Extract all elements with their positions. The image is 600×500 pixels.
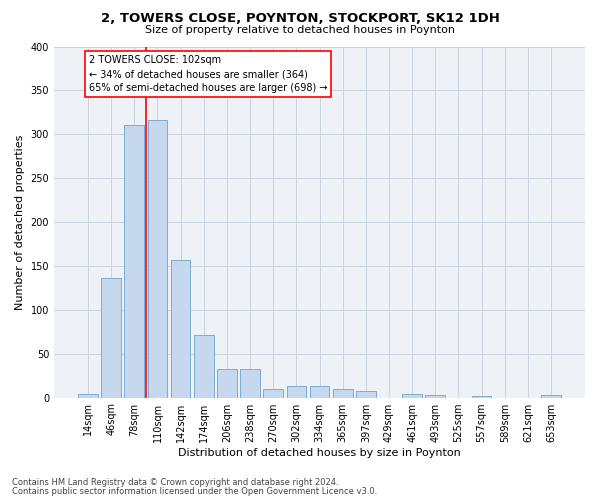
Text: 2 TOWERS CLOSE: 102sqm
← 34% of detached houses are smaller (364)
65% of semi-de: 2 TOWERS CLOSE: 102sqm ← 34% of detached… xyxy=(89,56,327,94)
Text: Contains public sector information licensed under the Open Government Licence v3: Contains public sector information licen… xyxy=(12,487,377,496)
Bar xyxy=(194,336,214,398)
Y-axis label: Number of detached properties: Number of detached properties xyxy=(15,134,25,310)
Bar xyxy=(333,389,353,398)
Bar xyxy=(472,396,491,398)
Bar xyxy=(263,389,283,398)
Bar xyxy=(425,395,445,398)
Bar xyxy=(171,260,190,398)
Bar xyxy=(310,386,329,398)
Bar xyxy=(217,370,237,398)
Bar xyxy=(124,124,144,398)
Bar xyxy=(402,394,422,398)
Bar xyxy=(240,370,260,398)
Bar xyxy=(541,395,561,398)
Text: 2, TOWERS CLOSE, POYNTON, STOCKPORT, SK12 1DH: 2, TOWERS CLOSE, POYNTON, STOCKPORT, SK1… xyxy=(101,12,499,26)
Bar xyxy=(78,394,98,398)
Text: Contains HM Land Registry data © Crown copyright and database right 2024.: Contains HM Land Registry data © Crown c… xyxy=(12,478,338,487)
Bar xyxy=(101,278,121,398)
X-axis label: Distribution of detached houses by size in Poynton: Distribution of detached houses by size … xyxy=(178,448,461,458)
Bar xyxy=(287,386,306,398)
Bar xyxy=(356,392,376,398)
Bar xyxy=(148,120,167,398)
Text: Size of property relative to detached houses in Poynton: Size of property relative to detached ho… xyxy=(145,25,455,35)
